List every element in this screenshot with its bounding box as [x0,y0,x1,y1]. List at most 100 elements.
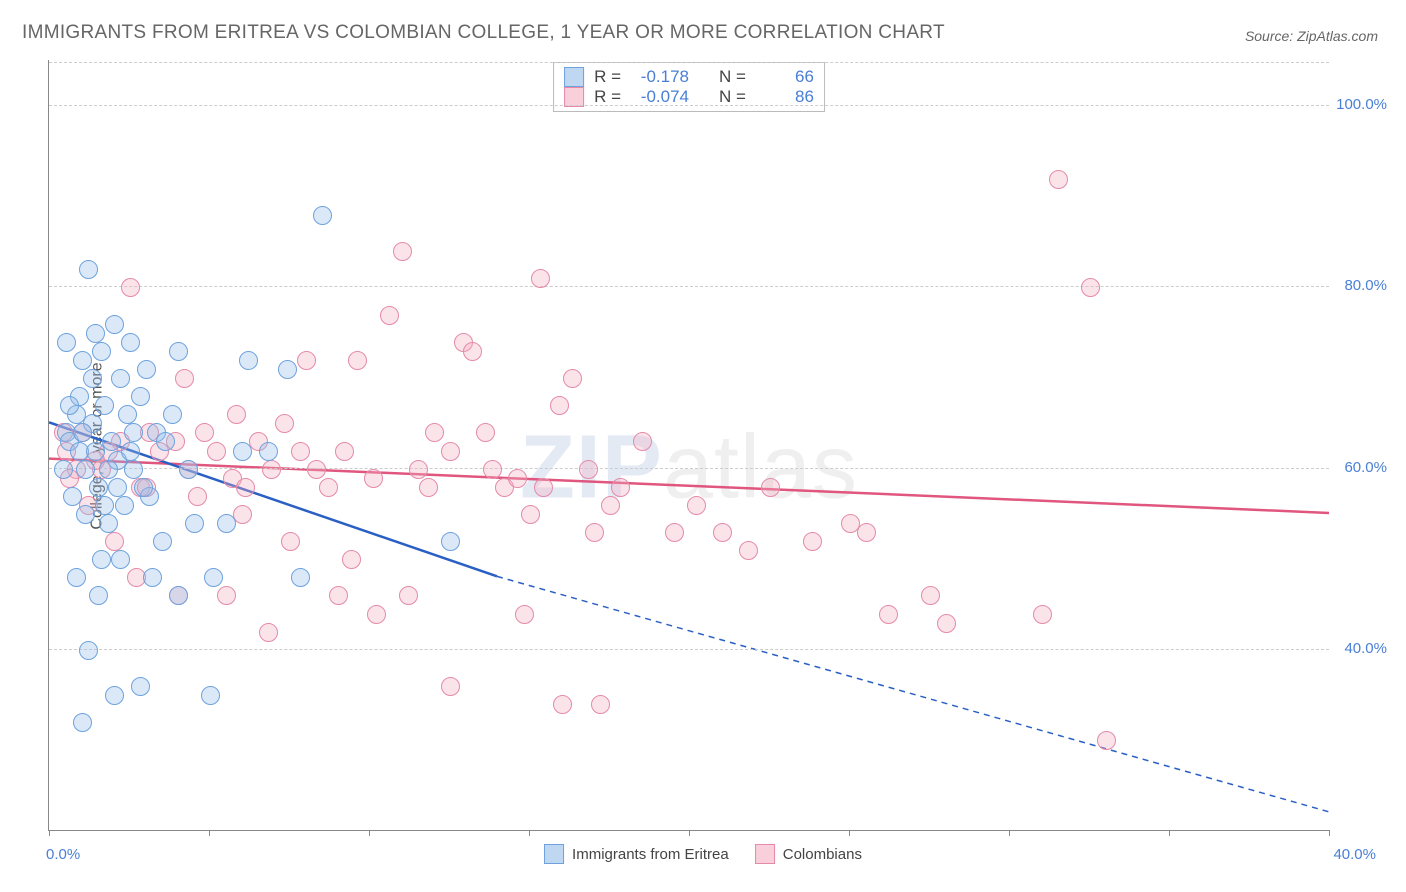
data-point-pink [281,532,300,551]
data-point-blue [179,460,198,479]
swatch-blue [544,844,564,864]
data-point-blue [67,568,86,587]
data-point-blue [99,460,118,479]
data-point-blue [86,442,105,461]
x-tick [689,830,690,836]
data-point-pink [259,623,278,642]
legend-label-blue: Immigrants from Eritrea [572,846,729,863]
data-point-pink [409,460,428,479]
data-point-blue [57,333,76,352]
data-point-blue [131,387,150,406]
n-value-pink: 86 [756,87,814,107]
data-point-pink [601,496,620,515]
chart-title: IMMIGRANTS FROM ERITREA VS COLOMBIAN COL… [22,22,945,44]
swatch-pink [564,87,584,107]
series-legend: Immigrants from Eritrea Colombians [544,844,862,864]
data-point-pink [275,414,294,433]
legend-label-pink: Colombians [783,846,862,863]
data-point-blue [185,514,204,533]
data-point-blue [89,478,108,497]
data-point-blue [441,532,460,551]
data-point-pink [441,442,460,461]
x-tick [1329,830,1330,836]
data-point-pink [761,478,780,497]
data-point-pink [531,269,550,288]
data-point-blue [278,360,297,379]
r-label: R = [594,87,621,107]
legend-row-pink: R = -0.074 N = 86 [564,87,814,107]
data-point-pink [483,460,502,479]
gridline [49,62,1329,63]
data-point-blue [201,686,220,705]
x-tick-label-max: 40.0% [1333,846,1376,863]
data-point-pink [585,523,604,542]
data-point-pink [342,550,361,569]
data-point-blue [121,333,140,352]
data-point-pink [665,523,684,542]
data-point-blue [108,478,127,497]
data-point-pink [550,396,569,415]
data-point-blue [233,442,252,461]
data-point-blue [121,442,140,461]
data-point-pink [105,532,124,551]
x-tick [1009,830,1010,836]
scatter-plot-area: ZIPatlas R = -0.178 N = 66 R = -0.074 N … [48,60,1329,831]
data-point-pink [441,677,460,696]
x-tick [49,830,50,836]
n-label: N = [719,87,746,107]
data-point-blue [76,505,95,524]
data-point-pink [713,523,732,542]
x-tick [849,830,850,836]
data-point-blue [153,532,172,551]
data-point-pink [803,532,822,551]
n-value-blue: 66 [756,67,814,87]
data-point-pink [521,505,540,524]
data-point-pink [188,487,207,506]
data-point-pink [857,523,876,542]
data-point-pink [348,351,367,370]
y-tick-label: 80.0% [1331,277,1387,294]
data-point-blue [259,442,278,461]
x-tick [529,830,530,836]
data-point-blue [169,342,188,361]
data-point-blue [86,324,105,343]
data-point-pink [380,306,399,325]
y-tick-label: 40.0% [1331,640,1387,657]
x-tick-label-min: 0.0% [46,846,80,863]
gridline [49,105,1329,106]
data-point-pink [1033,605,1052,624]
data-point-blue [105,315,124,334]
y-tick-label: 60.0% [1331,459,1387,476]
data-point-pink [307,460,326,479]
legend-item-pink: Colombians [755,844,862,864]
trendline-blue-dashed [497,576,1329,812]
data-point-blue [73,351,92,370]
data-point-pink [297,351,316,370]
data-point-pink [739,541,758,560]
legend-row-blue: R = -0.178 N = 66 [564,67,814,87]
data-point-pink [291,442,310,461]
x-tick [1169,830,1170,836]
r-label: R = [594,67,621,87]
data-point-pink [207,442,226,461]
data-point-pink [508,469,527,488]
data-point-pink [335,442,354,461]
r-value-pink: -0.074 [631,87,689,107]
data-point-pink [262,460,281,479]
data-point-blue [105,686,124,705]
data-point-pink [515,605,534,624]
source-attribution: Source: ZipAtlas.com [1245,28,1378,44]
data-point-blue [54,460,73,479]
data-point-pink [534,478,553,497]
n-label: N = [719,67,746,87]
gridline [49,649,1329,650]
x-tick [369,830,370,836]
swatch-pink [755,844,775,864]
gridline [49,468,1329,469]
data-point-blue [118,405,137,424]
data-point-pink [227,405,246,424]
data-point-pink [364,469,383,488]
data-point-blue [291,568,310,587]
data-point-pink [419,478,438,497]
data-point-blue [134,478,153,497]
